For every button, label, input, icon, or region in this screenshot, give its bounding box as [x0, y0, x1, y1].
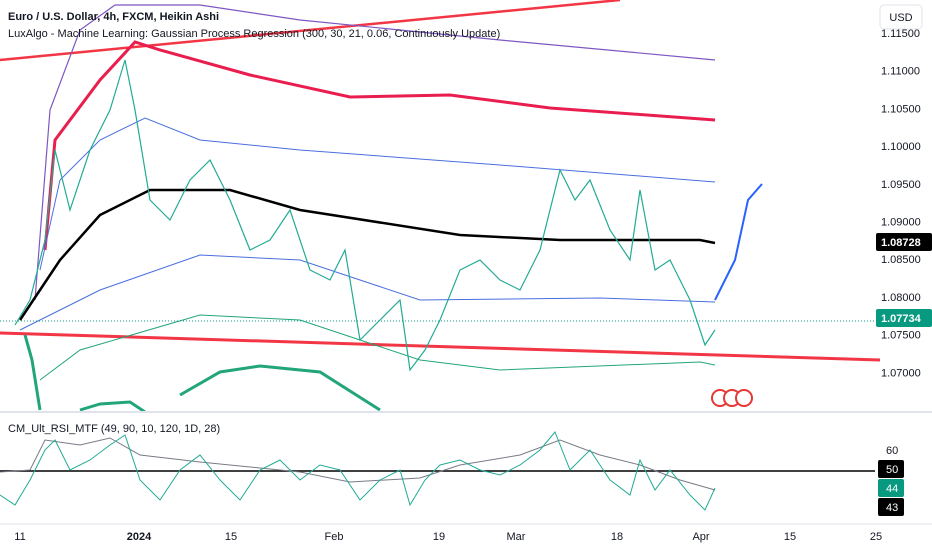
event-icon[interactable]	[735, 389, 753, 407]
time-label: 11	[14, 531, 25, 543]
price-axis: 1.11500 1.11000 1.10500 1.10000 1.09500 1.090…	[876, 28, 932, 379]
lower-trendline	[0, 331, 881, 362]
time-label: Feb	[325, 531, 344, 543]
lower-blue	[19, 254, 716, 331]
currency-button[interactable]	[879, 4, 923, 30]
time-label: 25	[870, 531, 882, 543]
price-label: 1.08000	[881, 292, 921, 304]
time-label: 15	[225, 531, 237, 543]
price-label: 1.11000	[881, 66, 920, 78]
rsi-plot	[0, 431, 875, 511]
rsi-badge	[878, 498, 904, 516]
time-label: 2024	[127, 531, 152, 543]
green-arc	[179, 364, 381, 412]
time-label: Mar	[507, 531, 526, 543]
red-band	[43, 40, 716, 251]
rsi-mtf	[0, 437, 716, 491]
symbol-title: Euro / U.S. Dollar, 4h, FXCM, Heikin Ash…	[8, 11, 219, 23]
time-label: 18	[611, 531, 623, 543]
rsi-badge	[878, 479, 904, 497]
price-series	[14, 59, 716, 372]
upper-blue	[39, 117, 716, 271]
price-badge	[876, 309, 932, 327]
price-label: 1.09500	[881, 179, 921, 191]
rsi-axis: 60 50 44 43	[878, 445, 904, 516]
regression-line	[18, 188, 716, 321]
forecast-line	[714, 183, 763, 301]
price-label: 1.08500	[881, 254, 921, 266]
rsi-badge-label: 44	[886, 483, 898, 495]
currency-label: USD	[889, 12, 912, 24]
price-label: 1.10000	[881, 141, 921, 153]
price-label: 1.10500	[881, 103, 921, 115]
rsi-badge-label: 43	[886, 502, 898, 514]
rsi-badge-label: 50	[886, 464, 898, 476]
price-label: 1.09000	[881, 217, 921, 229]
time-label: 19	[433, 531, 445, 543]
rsi-badge	[878, 460, 904, 478]
rsi-title: CM_Ult_RSI_MTF (49, 90, 10, 120, 1D, 28)	[8, 423, 220, 435]
rsi-line	[0, 431, 716, 511]
upper-trendline	[0, 0, 621, 62]
rsi-label: 60	[886, 445, 898, 457]
price-badge-label: 1.07734	[881, 313, 922, 325]
main-plot	[0, 0, 881, 414]
price-label: 1.11500	[881, 28, 920, 40]
time-label: Apr	[692, 531, 709, 543]
price-badge-label: 1.08728	[881, 237, 921, 249]
time-label: 15	[784, 531, 796, 543]
green-arc	[79, 400, 146, 414]
time-axis: 11 2024 15 Feb 19 Mar 18 Apr 15 25	[14, 531, 882, 543]
price-badge	[876, 233, 932, 251]
price-label: 1.07500	[881, 330, 921, 342]
purple-band	[34, 4, 716, 301]
lower-green-thick	[23, 334, 42, 411]
indicator-title: LuxAlgo - Machine Learning: Gaussian Pro…	[8, 28, 500, 40]
price-label: 1.07000	[881, 367, 921, 379]
